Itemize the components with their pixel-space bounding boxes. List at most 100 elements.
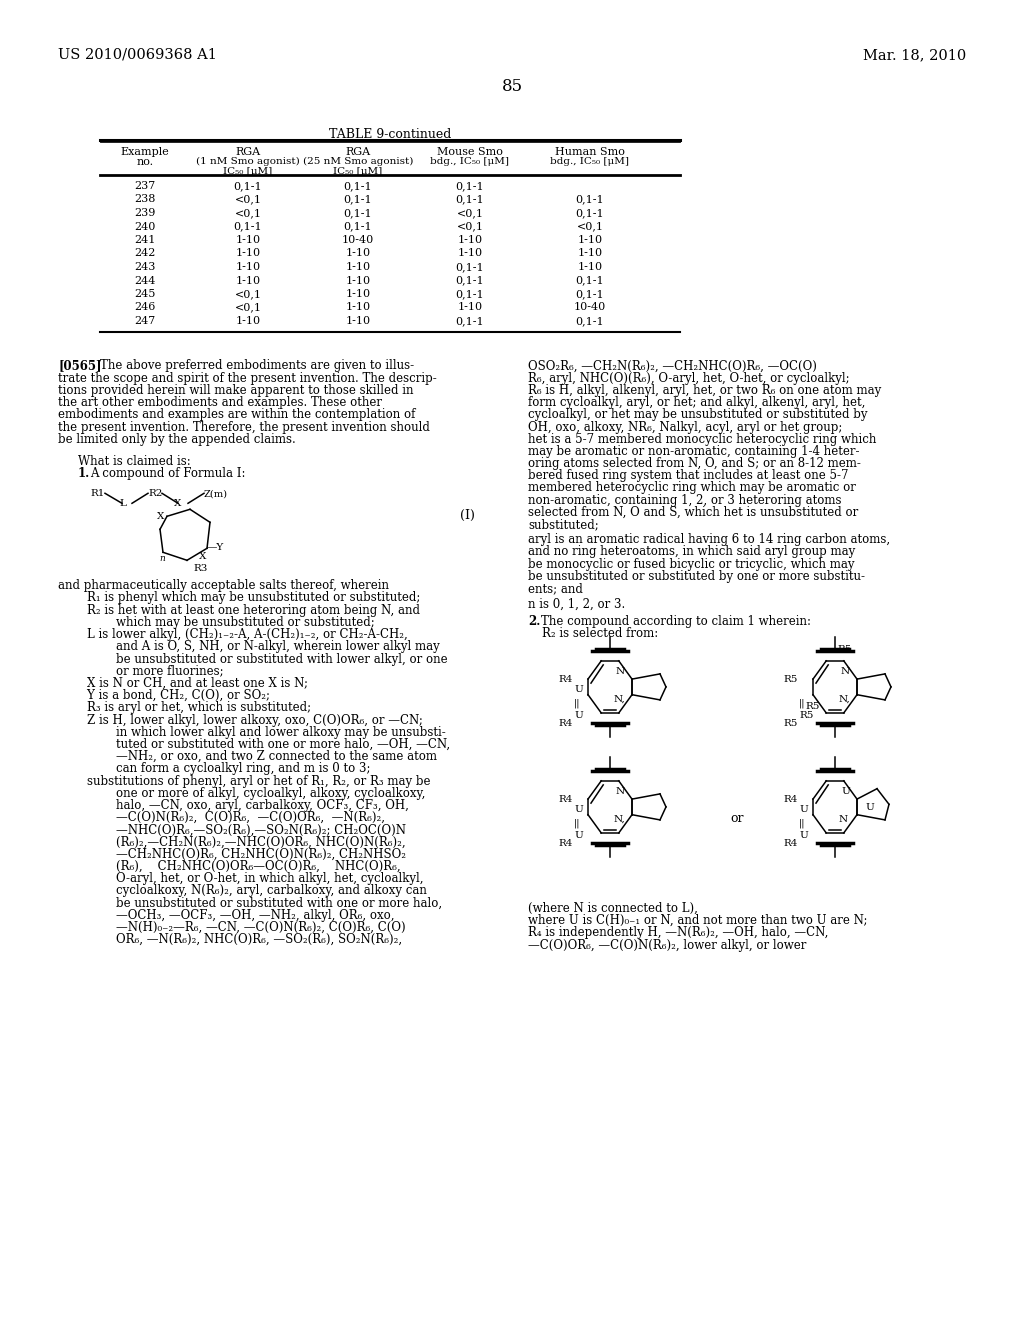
Text: Human Smo: Human Smo [555, 147, 625, 157]
Text: or: or [730, 812, 743, 825]
Text: 0,1-1: 0,1-1 [456, 261, 484, 272]
Text: U: U [574, 830, 583, 840]
Text: Example: Example [121, 147, 169, 157]
Text: R4: R4 [783, 795, 798, 804]
Text: What is claimed is:: What is claimed is: [78, 455, 190, 467]
Text: 0,1-1: 0,1-1 [575, 194, 604, 205]
Text: R3: R3 [193, 565, 208, 573]
Text: U: U [799, 830, 808, 840]
Text: R4: R4 [783, 840, 798, 847]
Text: Y is a bond, CH₂, C(O), or SO₂;: Y is a bond, CH₂, C(O), or SO₂; [72, 689, 270, 702]
Text: R₁ is phenyl which may be unsubstituted or substituted;: R₁ is phenyl which may be unsubstituted … [72, 591, 421, 605]
Text: 1-10: 1-10 [578, 261, 602, 272]
Text: 241: 241 [134, 235, 156, 246]
Text: —N(H)₀₋₂—R₆, —CN, —C(O)N(R₆)₂, C(O)R₆, C(O): —N(H)₀₋₂—R₆, —CN, —C(O)N(R₆)₂, C(O)R₆, C… [86, 921, 406, 935]
Text: 1-10: 1-10 [458, 248, 482, 259]
Text: US 2010/0069368 A1: US 2010/0069368 A1 [58, 48, 217, 62]
Text: A compound of Formula I:: A compound of Formula I: [90, 467, 246, 480]
Text: L is lower alkyl, (CH₂)₁₋₂-A, A-(CH₂)₁₋₂, or CH₂-A-CH₂,: L is lower alkyl, (CH₂)₁₋₂-A, A-(CH₂)₁₋₂… [72, 628, 408, 642]
Text: OR₆, —N(R₆)₂, NHC(O)R₆, —SO₂(R₆), SO₂N(R₆)₂,: OR₆, —N(R₆)₂, NHC(O)R₆, —SO₂(R₆), SO₂N(R… [86, 933, 402, 946]
Text: n is 0, 1, 2, or 3.: n is 0, 1, 2, or 3. [528, 598, 626, 610]
Text: N: N [616, 787, 625, 796]
Text: 1-10: 1-10 [236, 235, 260, 246]
Text: TABLE 9-continued: TABLE 9-continued [329, 128, 452, 141]
Text: 2.: 2. [528, 615, 541, 627]
Text: <0,1: <0,1 [234, 302, 261, 313]
Text: 239: 239 [134, 209, 156, 218]
Text: 0,1-1: 0,1-1 [344, 194, 373, 205]
Text: 1-10: 1-10 [458, 235, 482, 246]
Text: N,: N, [614, 694, 626, 704]
Text: R5: R5 [837, 645, 851, 653]
Text: R4: R4 [558, 795, 572, 804]
Text: U: U [574, 805, 583, 814]
Text: 1-10: 1-10 [345, 248, 371, 259]
Text: 0,1-1: 0,1-1 [344, 181, 373, 191]
Text: 238: 238 [134, 194, 156, 205]
Text: 242: 242 [134, 248, 156, 259]
Text: (where N is connected to L),: (where N is connected to L), [528, 902, 698, 915]
Text: —CH₂NHC(O)R₆, CH₂NHC(O)N(R₆)₂, CH₂NHSO₂: —CH₂NHC(O)R₆, CH₂NHC(O)N(R₆)₂, CH₂NHSO₂ [86, 847, 406, 861]
Text: ents; and: ents; and [528, 582, 583, 595]
Text: <0,1: <0,1 [457, 222, 483, 231]
Text: the art other embodiments and examples. These other: the art other embodiments and examples. … [58, 396, 382, 409]
Text: U: U [865, 803, 873, 812]
Text: U: U [574, 685, 583, 694]
Text: 1.: 1. [78, 467, 90, 480]
Text: 0,1-1: 0,1-1 [575, 209, 604, 218]
Text: bdg., IC₅₀ [μM]: bdg., IC₅₀ [μM] [551, 157, 630, 166]
Text: ||: || [799, 698, 806, 709]
Text: 0,1-1: 0,1-1 [456, 315, 484, 326]
Text: and no ring heteroatoms, in which said aryl group may: and no ring heteroatoms, in which said a… [528, 545, 855, 558]
Text: N: N [839, 814, 848, 824]
Text: het is a 5-7 membered monocyclic heterocyclic ring which: het is a 5-7 membered monocyclic heteroc… [528, 433, 877, 446]
Text: be unsubstituted or substituted by one or more substitu-: be unsubstituted or substituted by one o… [528, 570, 865, 583]
Text: no.: no. [136, 157, 154, 168]
Text: R4: R4 [558, 719, 572, 727]
Text: (I): (I) [460, 510, 475, 523]
Text: 240: 240 [134, 222, 156, 231]
Text: 0,1-1: 0,1-1 [456, 276, 484, 285]
Text: R₆ is H, alkyl, alkenyl, aryl, het, or two R₆ on one atom may: R₆ is H, alkyl, alkenyl, aryl, het, or t… [528, 384, 882, 397]
Text: substitutions of phenyl, aryl or het of R₁, R₂, or R₃ may be: substitutions of phenyl, aryl or het of … [72, 775, 430, 788]
Text: 244: 244 [134, 276, 156, 285]
Text: RGA: RGA [345, 147, 371, 157]
Text: R₆, aryl, NHC(O)(R₆), O-aryl, het, O-het, or cycloalkyl;: R₆, aryl, NHC(O)(R₆), O-aryl, het, O-het… [528, 372, 850, 384]
Text: substituted;: substituted; [528, 517, 599, 531]
Text: IC₅₀ [μM]: IC₅₀ [μM] [223, 168, 272, 176]
Text: 1-10: 1-10 [345, 289, 371, 300]
Text: —Y: —Y [207, 544, 224, 552]
Text: 85: 85 [502, 78, 522, 95]
Text: tions provided herein will make apparent to those skilled in: tions provided herein will make apparent… [58, 384, 414, 397]
Text: 10-40: 10-40 [573, 302, 606, 313]
Text: U: U [841, 787, 850, 796]
Text: [0565]: [0565] [58, 359, 101, 372]
Text: R5: R5 [799, 711, 813, 719]
Text: membered heterocyclic ring which may be aromatic or: membered heterocyclic ring which may be … [528, 482, 856, 495]
Text: be unsubstituted or substituted with lower alkyl, or one: be unsubstituted or substituted with low… [86, 652, 447, 665]
Text: R₂ is selected from:: R₂ is selected from: [542, 627, 658, 640]
Text: in which lower alkyl and lower alkoxy may be unsubsti-: in which lower alkyl and lower alkoxy ma… [86, 726, 445, 739]
Text: 247: 247 [134, 315, 156, 326]
Text: 0,1-1: 0,1-1 [233, 222, 262, 231]
Text: OH, oxo, alkoxy, NR₆, Nalkyl, acyl, aryl or het group;: OH, oxo, alkoxy, NR₆, Nalkyl, acyl, aryl… [528, 421, 843, 433]
Text: and A is O, S, NH, or N-alkyl, wherein lower alkyl may: and A is O, S, NH, or N-alkyl, wherein l… [86, 640, 439, 653]
Text: 246: 246 [134, 302, 156, 313]
Text: N: N [616, 667, 625, 676]
Text: (1 nM Smo agonist): (1 nM Smo agonist) [197, 157, 300, 166]
Text: 1-10: 1-10 [345, 302, 371, 313]
Text: cycloalkyl, or het may be unsubstituted or substituted by: cycloalkyl, or het may be unsubstituted … [528, 408, 867, 421]
Text: 0,1-1: 0,1-1 [344, 222, 373, 231]
Text: cycloalkoxy, N(R₆)₂, aryl, carbalkoxy, and alkoxy can: cycloalkoxy, N(R₆)₂, aryl, carbalkoxy, a… [86, 884, 427, 898]
Text: N,: N, [839, 694, 851, 704]
Text: R2: R2 [148, 490, 163, 498]
Text: (25 nM Smo agonist): (25 nM Smo agonist) [303, 157, 414, 166]
Text: and pharmaceutically acceptable salts thereof, wherein: and pharmaceutically acceptable salts th… [58, 579, 389, 593]
Text: R₄ is independently H, —N(R₆)₂, —OH, halo, —CN,: R₄ is independently H, —N(R₆)₂, —OH, hal… [528, 927, 828, 940]
Text: N,: N, [614, 814, 626, 824]
Text: <0,1: <0,1 [577, 222, 603, 231]
Text: 1-10: 1-10 [236, 248, 260, 259]
Text: 245: 245 [134, 289, 156, 300]
Text: —OCH₃, —OCF₃, —OH, —NH₂, alkyl, OR₆, oxo,: —OCH₃, —OCF₃, —OH, —NH₂, alkyl, OR₆, oxo… [86, 908, 394, 921]
Text: 1-10: 1-10 [345, 315, 371, 326]
